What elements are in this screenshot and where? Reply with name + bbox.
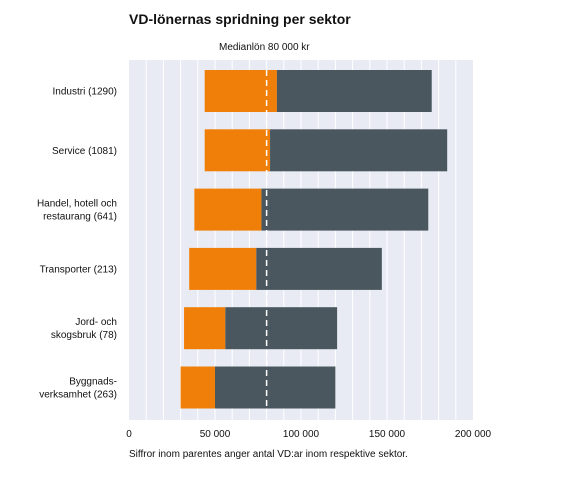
- category-label: Transporter (213): [40, 264, 117, 275]
- x-tick-label: 0: [126, 429, 132, 440]
- bar-segment: [180, 366, 215, 409]
- x-tick-label: 50 000: [200, 429, 231, 440]
- category-label: Jord- och skogsbruk (78): [51, 317, 117, 341]
- category-label-line: restaurang (641): [43, 212, 117, 223]
- category-label-line: Byggnads-: [69, 377, 117, 388]
- category-label-line: Handel, hotell och: [37, 199, 117, 210]
- bar-segment: [204, 129, 271, 172]
- plot-area: Industri (1290) Service (1081) Handel, hot…: [37, 60, 492, 440]
- bar-segment: [189, 247, 257, 290]
- x-tick-label: 150 000: [369, 429, 406, 440]
- category-label: Service (1081): [52, 146, 117, 157]
- category-label-line: Transporter (213): [40, 264, 117, 275]
- bar-segment: [204, 70, 277, 112]
- bar-segment: [276, 70, 432, 112]
- bar-segment: [270, 129, 448, 172]
- category-label: Handel, hotell och restaurang (641): [37, 199, 117, 223]
- median-label: Medianlön 80 000 kr: [219, 42, 310, 53]
- category-label: Byggnads-verksamhet (263): [39, 377, 117, 401]
- bar-segment: [184, 307, 226, 350]
- x-tick-label: 100 000: [283, 429, 320, 440]
- chart-footnote: Siffror inom parentes anger antal VD:ar …: [129, 449, 408, 460]
- bar-segment: [256, 247, 382, 290]
- bar-segment: [261, 188, 429, 231]
- category-label-line: Service (1081): [52, 146, 117, 157]
- bar-segment: [194, 188, 262, 231]
- category-label-line: skogsbruk (78): [51, 330, 117, 341]
- category-label-line: Industri (1290): [53, 87, 117, 98]
- category-label: Industri (1290): [53, 87, 117, 98]
- bar-segment: [225, 307, 338, 350]
- category-label-line: verksamhet (263): [39, 390, 117, 401]
- x-tick-label: 200 000: [455, 429, 492, 440]
- chart-title: VD-lönernas spridning per sektor: [129, 11, 351, 27]
- category-label-line: Jord- och: [75, 317, 117, 328]
- bar-segment: [215, 366, 336, 409]
